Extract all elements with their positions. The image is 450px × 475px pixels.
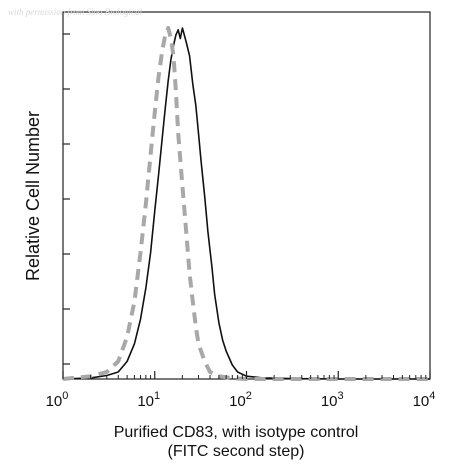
y-axis-ticks — [63, 33, 70, 365]
x-tick-label: 101 — [137, 390, 160, 410]
x-axis-label: Purified CD83, with isotype control — [114, 424, 359, 441]
x-tick-label: 100 — [46, 390, 69, 410]
x-axis-label-line2: (FITC second step) — [168, 443, 305, 460]
cd83-curve — [62, 27, 430, 380]
x-tick-label: 104 — [413, 390, 436, 410]
series-layer — [62, 26, 430, 381]
y-axis-label: Relative Cell Number — [23, 111, 43, 281]
watermark-text: with permission from Sino Biological — [8, 7, 143, 17]
x-tick-label: 103 — [321, 390, 344, 410]
x-axis-ticks: 100 101 102 103 104 — [46, 371, 436, 410]
plot-frame — [62, 11, 431, 380]
x-tick-label: 102 — [229, 390, 252, 410]
isotype-control-curve — [62, 26, 430, 381]
